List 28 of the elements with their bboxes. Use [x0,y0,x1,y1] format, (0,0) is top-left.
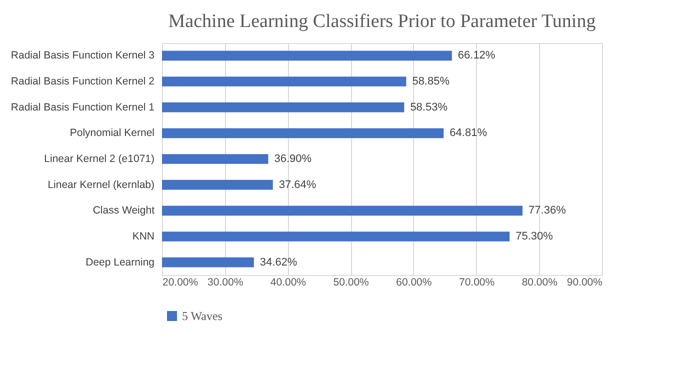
x-tick-label: 50.00% [333,276,369,288]
y-tick-label: Class Weight [92,204,155,217]
data-label: 34.62% [260,256,298,268]
x-tick-label: 20.00% [162,276,198,288]
x-tick-label: 70.00% [458,276,495,288]
x-tick-label: 90.00% [566,276,602,288]
x-tick-label: 80.00% [522,276,558,288]
y-tick-label: Polynomial Kernel [70,127,154,140]
chart-title: Machine Learning Classifiers Prior to Parameter Tuning [168,11,596,32]
data-label: 58.53% [410,101,448,114]
x-tick-label: 40.00% [270,276,306,288]
data-label: 58.85% [412,75,450,88]
y-tick-label: Linear Kernel (kernlab) [48,178,154,191]
data-label: 64.81% [450,127,488,140]
y-tick-label: Radial Basis Function Kernel 3 [10,50,155,62]
y-tick-label: KNN [132,230,154,243]
y-tick-label: Deep Learning [86,256,155,268]
x-tick-label: 60.00% [396,276,432,288]
data-label: 36.90% [274,153,312,165]
data-label: 37.64% [278,178,316,191]
data-label: 66.12% [458,50,496,62]
data-label: 75.30% [516,230,554,243]
y-tick-label: Radial Basis Function Kernel 1 [10,101,155,114]
legend-label: 5 Waves [182,309,223,323]
y-tick-label: Radial Basis Function Kernel 2 [10,75,155,88]
y-tick-label: Linear Kernel 2 (e1071) [44,153,154,165]
x-tick-label: 30.00% [208,276,244,288]
data-label: 77.36% [528,204,566,217]
